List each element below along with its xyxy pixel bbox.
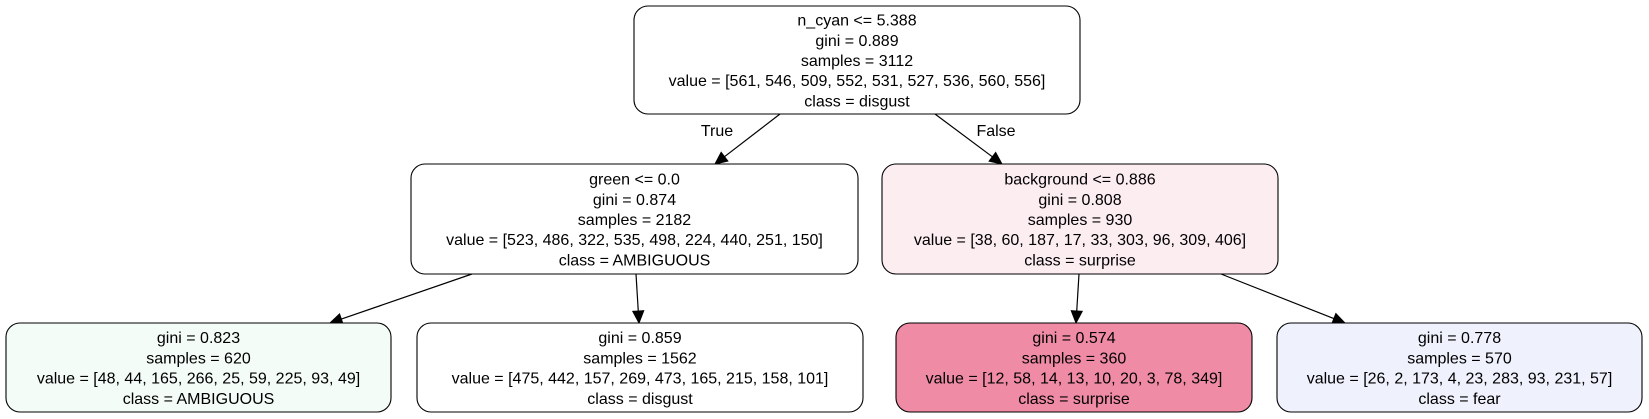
tree-node-left: green <= 0.0 gini = 0.874 samples = 2182 va… (410, 163, 859, 275)
node-box (1276, 322, 1643, 413)
node-text-line: samples = 930 (1028, 212, 1133, 229)
node-text-line: value = [26, 2, 173, 4, 23, 283, 93, 231… (1307, 371, 1613, 388)
arrow-head-icon (988, 151, 1003, 165)
node-box (895, 322, 1253, 413)
node-text-line: gini = 0.874 (593, 192, 676, 209)
node-text-line: samples = 360 (1022, 350, 1127, 367)
node-text-line: gini = 0.859 (598, 330, 681, 347)
node-text-line: value = [475, 442, 157, 269, 473, 165, 2… (452, 371, 829, 388)
tree-edge-root-to-right: False (934, 113, 1016, 165)
node-text-line: background <= 0.886 (1004, 172, 1155, 189)
edge-line (341, 273, 473, 320)
node-text-line: samples = 3112 (801, 53, 913, 70)
node-text-line: n_cyan <= 5.388 (797, 13, 916, 30)
tree-node-right: background <= 0.886 gini = 0.808 samples =… (881, 163, 1279, 275)
node-text-line: value = [561, 546, 509, 552, 531, 527, 5… (669, 73, 1046, 90)
node-text-line: samples = 620 (146, 350, 251, 367)
tree-edge-right-to-right-left (1070, 273, 1084, 325)
tree-edge-root-to-left: True (701, 113, 781, 165)
edge-line (724, 113, 781, 158)
node-text-line: samples = 1562 (583, 350, 697, 367)
tree-node-left-right: gini = 0.859 samples = 1562 value = [475, … (416, 322, 864, 413)
tree-node-root: n_cyan <= 5.388 gini = 0.889 samples = 311… (633, 5, 1081, 115)
node-box (881, 163, 1279, 275)
tree-edge-right-to-right-right (1220, 273, 1347, 325)
node-text-line: class = disgust (587, 391, 693, 408)
arrow-head-icon (631, 310, 645, 325)
node-box (5, 322, 392, 413)
arrow-head-icon (714, 151, 729, 165)
node-text-line: gini = 0.778 (1418, 330, 1501, 347)
edge-line (934, 113, 993, 158)
edge-line (635, 273, 639, 312)
node-text-line: class = AMBIGUOUS (123, 391, 275, 408)
node-text-line: gini = 0.823 (157, 330, 240, 347)
node-text-line: value = [523, 486, 322, 535, 498, 224, 4… (446, 232, 823, 249)
node-text-line: class = disgust (804, 93, 910, 110)
node-text-line: class = surprise (1024, 252, 1136, 269)
node-text-line: value = [48, 44, 165, 266, 25, 59, 225, … (37, 371, 360, 388)
node-box (410, 163, 859, 275)
node-text-line: class = AMBIGUOUS (559, 252, 711, 269)
node-box (416, 322, 864, 413)
tree-node-left-left: gini = 0.823 samples = 620 value = [48, 44… (5, 322, 392, 413)
node-text-line: gini = 0.889 (815, 33, 898, 50)
node-text-line: class = fear (1418, 391, 1501, 408)
node-text-line: gini = 0.574 (1032, 330, 1115, 347)
node-text-line: green <= 0.0 (589, 172, 680, 189)
node-box (633, 5, 1081, 115)
tree-node-right-right: gini = 0.778 samples = 570 value = [26, 2,… (1276, 322, 1643, 413)
arrow-head-icon (1331, 312, 1347, 325)
edge-label: False (976, 123, 1015, 140)
arrow-head-icon (1070, 310, 1084, 325)
tree-edge-left-to-left-left (328, 273, 473, 325)
tree-node-right-left: gini = 0.574 samples = 360 value = [12, 58… (895, 322, 1253, 413)
node-text-line: gini = 0.808 (1038, 192, 1121, 209)
edge-label: True (701, 123, 733, 140)
edge-line (1220, 273, 1335, 320)
tree-edge-left-to-left-right (631, 273, 645, 325)
node-text-line: samples = 2182 (578, 212, 692, 229)
edge-line (1076, 273, 1080, 312)
nodes-layer: n_cyan <= 5.388 gini = 0.889 samples = 311… (5, 5, 1643, 413)
node-text-line: samples = 570 (1407, 350, 1512, 367)
node-text-line: class = surprise (1018, 391, 1130, 408)
node-text-line: value = [12, 58, 14, 13, 10, 20, 3, 78, … (926, 371, 1223, 388)
node-text-line: value = [38, 60, 187, 17, 33, 303, 96, 3… (914, 232, 1246, 249)
